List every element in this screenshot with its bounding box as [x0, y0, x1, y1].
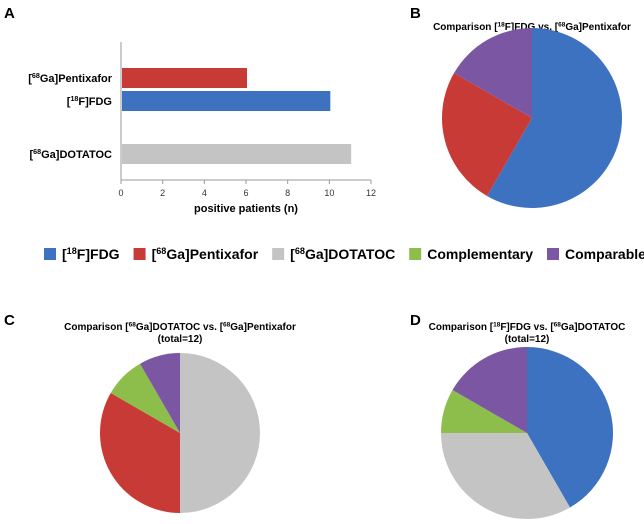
legend-swatch-complementary: [409, 248, 422, 260]
pie-title: Comparison [18F]FDG vs. [68Ga]Pentixafor: [433, 22, 631, 34]
superscript: 18: [67, 246, 77, 256]
text-span: Ga]DOTATOC: [305, 246, 395, 262]
pie-title: Comparison [68Ga]DOTATOC vs. [68Ga]Penti…: [64, 322, 296, 334]
legend-label: [68Ga]DOTATOC: [290, 246, 395, 262]
category-label: [68Ga]Pentixafor: [28, 72, 112, 85]
legend-swatch-fdg: [44, 248, 56, 260]
text-span: [: [67, 96, 71, 108]
superscript: 18: [70, 95, 78, 103]
superscript: 68: [223, 322, 231, 329]
text-span: Ga]DOTATOC: [41, 149, 112, 161]
superscript: 68: [156, 246, 166, 256]
legend-swatch-pentixafor: [133, 248, 146, 260]
x-tick-label: 12: [366, 188, 376, 198]
legend-label: Complementary: [427, 246, 533, 262]
x-tick-label: 8: [285, 188, 290, 198]
text-span: [: [62, 246, 67, 262]
x-tick-label: 10: [324, 188, 334, 198]
text-span: F]FDG vs. [: [505, 22, 559, 33]
pie-slice-fdg: [527, 347, 613, 508]
text-span: [: [290, 246, 295, 262]
superscript: 68: [295, 246, 305, 256]
text-span: F]FDG: [77, 246, 120, 262]
superscript: 18: [493, 322, 501, 329]
legend-swatch-dotatoc: [272, 248, 285, 260]
bar-fdg: [122, 91, 331, 111]
panel-label-a: A: [4, 5, 15, 22]
pie-slice-fdg: [487, 28, 623, 209]
bar-dotatoc: [122, 144, 352, 164]
x-tick-label: 0: [118, 188, 123, 198]
text-span: Comparison [: [433, 22, 498, 33]
text-span: F]FDG: [78, 96, 112, 108]
text-span: Ga]Pentixafor: [40, 73, 113, 85]
text-span: Comparison [: [429, 322, 494, 333]
text-span: [: [152, 246, 157, 262]
pie-slice-dotatoc: [441, 433, 570, 519]
pie-slice-dotatoc: [180, 353, 260, 513]
text-span: Ga]DOTATOC: [561, 322, 625, 333]
pie-subtitle: (total=12): [505, 334, 550, 345]
bar-pentixafor: [122, 68, 247, 88]
text-span: Comparison [: [64, 322, 129, 333]
superscript: 68: [32, 72, 40, 80]
pie-slice-comparable: [140, 353, 180, 433]
superscript: 68: [558, 22, 566, 29]
text-span: Ga]Pentixafor: [166, 246, 258, 262]
superscript: 18: [498, 22, 506, 29]
text-span: Comparable: [565, 246, 644, 262]
x-axis-label: positive patients (n): [194, 203, 298, 215]
x-tick-label: 4: [202, 188, 207, 198]
legend-swatch-comparable: [547, 248, 560, 260]
pie-slice-pentixafor: [99, 393, 180, 513]
pie-subtitle: (total=12): [158, 334, 203, 345]
pie-slice-complementary: [110, 363, 180, 433]
panel-label-d: D: [410, 312, 421, 329]
text-span: Ga]DOTATOC vs. [: [136, 322, 224, 333]
pie-title: Comparison [18F]FDG vs. [68Ga]DOTATOC: [429, 322, 626, 334]
superscript: 68: [129, 322, 137, 329]
pie-slice-complementary: [441, 390, 527, 433]
panel-label-c: C: [4, 312, 15, 329]
text-span: Ga]Pentixafor: [230, 322, 296, 333]
x-tick-label: 2: [160, 188, 165, 198]
pie-slice-pentixafor: [442, 73, 532, 196]
superscript: 68: [33, 148, 41, 156]
text-span: [: [29, 149, 33, 161]
legend-label: [18F]FDG: [62, 246, 120, 262]
category-label: [68Ga]DOTATOC: [29, 148, 112, 161]
pie-slice-comparable: [454, 28, 532, 118]
panel-label-b: B: [410, 5, 421, 22]
category-label: [18F]FDG: [67, 95, 112, 108]
legend-label: [68Ga]Pentixafor: [152, 246, 259, 262]
text-span: Ga]Pentixafor: [565, 22, 631, 33]
legend-label: Comparable: [565, 246, 644, 262]
x-tick-label: 6: [243, 188, 248, 198]
text-span: Complementary: [427, 246, 533, 262]
text-span: [: [28, 73, 32, 85]
text-span: F]FDG vs. [: [500, 322, 554, 333]
pie-slice-comparable: [452, 346, 527, 433]
superscript: 68: [554, 322, 562, 329]
